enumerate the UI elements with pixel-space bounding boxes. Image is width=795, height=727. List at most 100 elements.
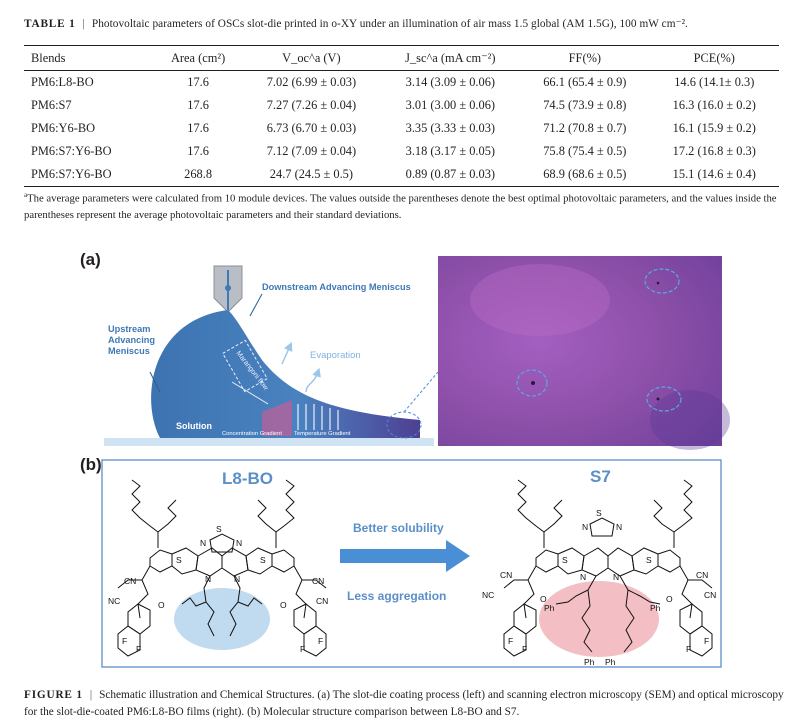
label-solution: Solution: [176, 421, 212, 431]
cell-pce: 15.1 (14.6 ± 0.4): [649, 163, 779, 187]
atom-s: S: [260, 555, 266, 565]
cell-ff: 75.8 (75.4 ± 0.5): [543, 144, 627, 158]
figure-caption-label: FIGURE 1: [24, 689, 83, 701]
highlight-pink: [539, 581, 659, 657]
atom-f: F: [522, 644, 527, 654]
table-footnote-text: The average parameters were calculated f…: [24, 192, 777, 221]
cell-voc: 7.12 (7.09 ± 0.04): [266, 144, 357, 158]
atom-nc: NC: [482, 590, 494, 600]
highlight-blue: [174, 588, 270, 650]
coating-meniscus: [151, 310, 420, 438]
panel-a-tag: (a): [80, 250, 101, 269]
structure-l8bo: [117, 479, 327, 657]
col-header-voc: V_oc^a (V): [242, 45, 381, 71]
col-header-jsc: J_sc^a (mA cm⁻²): [380, 45, 521, 71]
table-caption-label: TABLE 1: [24, 18, 76, 30]
atom-n: N: [236, 538, 242, 548]
table-row: PM6:S7 17.6 7.27 (7.26 ± 0.04) 3.01 (3.0…: [24, 94, 779, 117]
cell-jsc: 3.35 (3.33 ± 0.03): [405, 121, 496, 135]
atom-f: F: [318, 636, 323, 646]
cell-jsc: 3.14 (3.09 ± 0.06): [405, 75, 496, 89]
atom-ph: Ph: [605, 657, 616, 667]
atom-s: S: [646, 555, 652, 565]
comparison-arrow: [340, 540, 470, 572]
cell-area: 17.6: [187, 98, 209, 112]
cell-voc: 7.27 (7.26 ± 0.04): [266, 98, 357, 112]
cell-blend: PM6:S7:Y6-BO: [24, 163, 154, 187]
molecule-name-l8bo: L8-BO: [222, 469, 273, 488]
defect-circle: [644, 268, 680, 294]
label-upstream-1: Upstream: [108, 324, 150, 334]
col-header-pce: PCE(%): [649, 45, 779, 71]
label-upstream-3: Meniscus: [108, 346, 150, 356]
atom-n: N: [205, 574, 211, 584]
atom-s: S: [176, 555, 182, 565]
atom-f: F: [686, 644, 691, 654]
cell-blend: PM6:S7: [31, 98, 72, 112]
table-caption: TABLE 1 | Photovoltaic parameters of OSCs …: [24, 18, 688, 30]
cell-pce: 14.6 (14.1± 0.3): [674, 75, 755, 89]
table-row: PM6:L8-BO 17.6 7.02 (6.99 ± 0.03) 3.14 (…: [24, 71, 779, 95]
arrow-label-aggregation: Less aggregation: [347, 589, 446, 603]
table-footnote: aThe average parameters were calculated …: [24, 191, 777, 221]
atom-f: F: [136, 644, 141, 654]
atom-s: S: [216, 524, 222, 534]
cell-pce: 17.2 (16.8 ± 0.3): [672, 144, 756, 158]
atom-o: O: [158, 600, 165, 610]
col-header-ff: FF(%): [520, 45, 650, 71]
substrate: [104, 438, 434, 446]
label-evaporation: Evaporation: [310, 350, 361, 361]
cell-ff: 71.2 (70.8 ± 0.7): [543, 121, 627, 135]
atom-o: O: [666, 594, 673, 604]
cell-pce: 16.3 (16.0 ± 0.2): [672, 98, 756, 112]
defect-circle: [646, 386, 682, 412]
atom-s: S: [596, 508, 602, 518]
atom-n: N: [200, 538, 206, 548]
atom-f: F: [704, 636, 709, 646]
atom-o: O: [540, 594, 547, 604]
atom-cn: CN: [124, 576, 136, 586]
atom-nc: NC: [108, 596, 120, 606]
cell-ff: 66.1 (65.4 ± 0.9): [543, 75, 627, 89]
cell-jsc: 3.01 (3.00 ± 0.06): [405, 98, 496, 112]
photovoltaic-table: Blends Area (cm²) V_oc^a (V) J_sc^a (mA …: [24, 45, 779, 187]
atom-n: N: [613, 572, 619, 582]
cell-blend: PM6:L8-BO: [31, 75, 94, 89]
cell-ff: 74.5 (73.9 ± 0.8): [543, 98, 627, 112]
cell-pce: 16.1 (15.9 ± 0.2): [672, 121, 756, 135]
atom-s: S: [562, 555, 568, 565]
label-downstream: Downstream Advancing Meniscus: [262, 282, 411, 292]
atom-n: N: [580, 572, 586, 582]
col-header-area: Area (cm²): [153, 45, 243, 71]
cell-blend: PM6:S7:Y6-BO: [31, 144, 112, 158]
structure-s7: [503, 479, 713, 657]
atom-o: O: [280, 600, 287, 610]
atom-n: N: [234, 574, 240, 584]
atom-n: N: [616, 522, 622, 532]
atom-cn: CN: [312, 576, 324, 586]
cell-area: 268.8: [153, 163, 243, 187]
table-row: PM6:S7:Y6-BO 268.8 24.7 (24.5 ± 0.5) 0.8…: [24, 163, 779, 187]
table-caption-text: Photovoltaic parameters of OSCs slot-die…: [91, 18, 688, 30]
atom-f: F: [300, 644, 305, 654]
arrow-label-solubility: Better solubility: [353, 521, 444, 535]
atom-ph: Ph: [584, 657, 595, 667]
cell-voc: 6.73 (6.70 ± 0.03): [266, 121, 357, 135]
col-header-blends: Blends: [24, 45, 154, 71]
atom-ph: Ph: [650, 603, 661, 613]
cell-voc: 24.7 (24.5 ± 0.5): [242, 163, 381, 187]
cell-voc: 7.02 (6.99 ± 0.03): [266, 75, 357, 89]
atom-cn: CN: [316, 596, 328, 606]
table-row: PM6:S7:Y6-BO 17.6 7.12 (7.09 ± 0.04) 3.1…: [24, 140, 779, 163]
defect-circle: [516, 369, 548, 397]
atom-f: F: [508, 636, 513, 646]
atom-f: F: [122, 636, 127, 646]
table-row: PM6:Y6-BO 17.6 6.73 (6.70 ± 0.03) 3.35 (…: [24, 117, 779, 140]
panel-b-tag: (b): [80, 455, 102, 474]
atom-cn: CN: [696, 570, 708, 580]
cell-jsc: 3.18 (3.17 ± 0.05): [405, 144, 496, 158]
figure-caption: FIGURE 1 | Schematic illustration and Chem…: [24, 689, 784, 718]
table-header-row: Blends Area (cm²) V_oc^a (V) J_sc^a (mA …: [24, 45, 779, 71]
optical-micrograph: [438, 256, 730, 450]
label-temperature-gradient: Temperature Gradient: [294, 431, 351, 437]
